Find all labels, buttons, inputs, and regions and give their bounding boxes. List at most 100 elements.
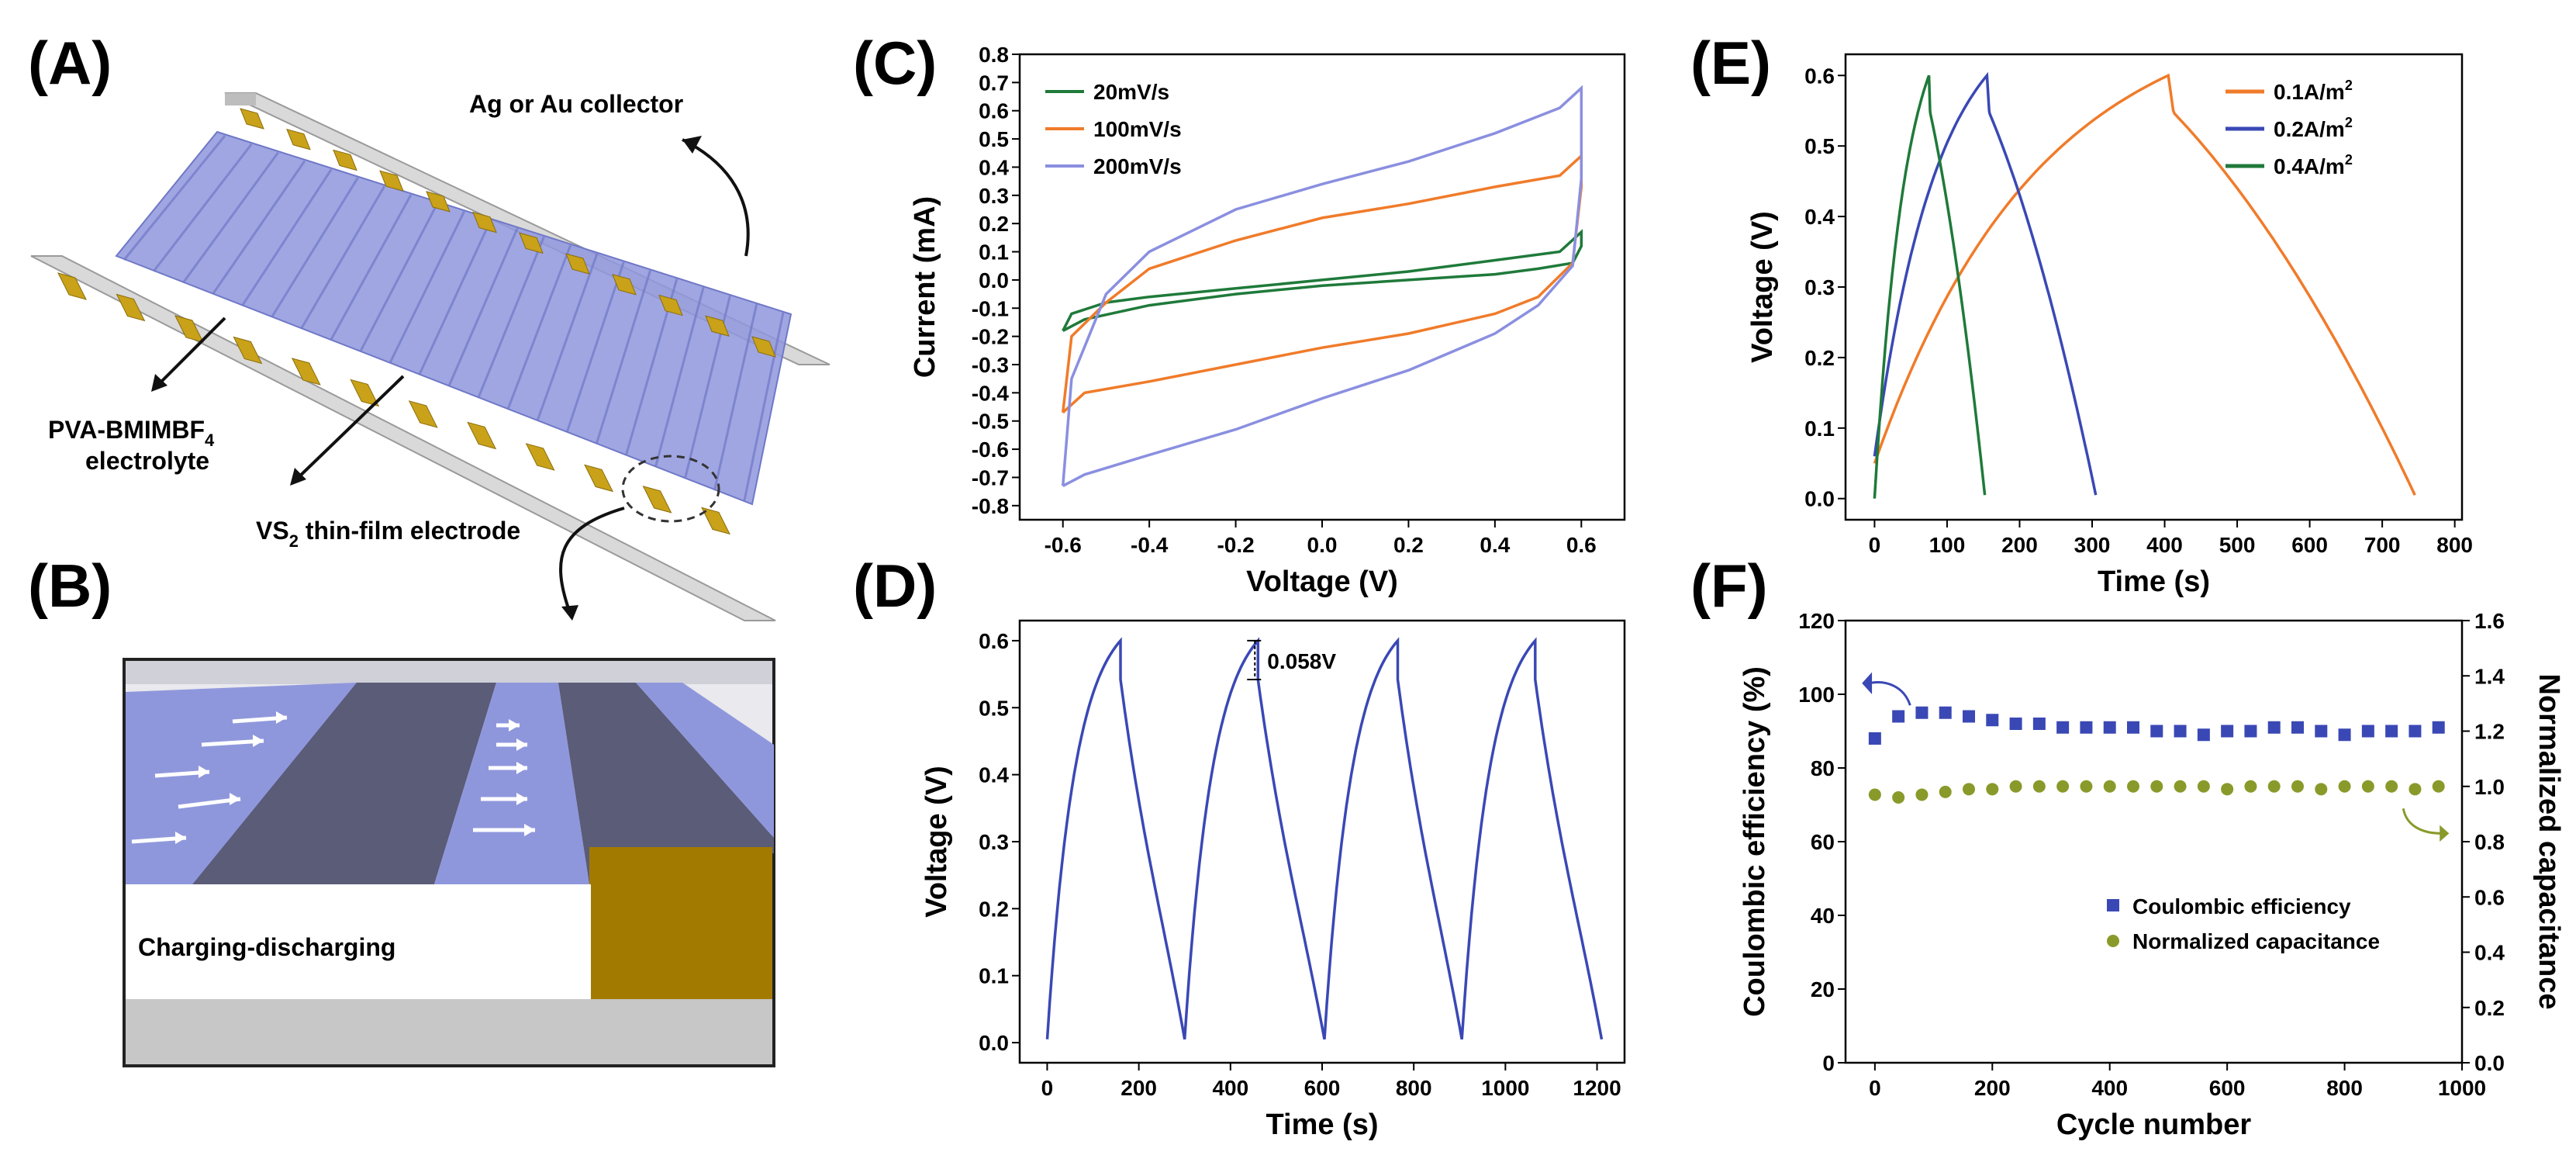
gold-contact-bottom xyxy=(57,272,87,300)
y-tick-label: 0.5 xyxy=(979,127,1009,151)
ion-arrowhead xyxy=(509,719,520,732)
gold-contact-top xyxy=(612,274,637,296)
nc-marker xyxy=(2385,780,2398,793)
ion-arrowhead xyxy=(516,793,527,805)
x-tick-label: 1000 xyxy=(2438,1076,2486,1100)
y-tick-label: 100 xyxy=(1798,683,1835,707)
film-strip-line xyxy=(388,211,465,364)
ce-marker xyxy=(2409,725,2422,738)
collector-arrowhead xyxy=(682,136,702,154)
nc-marker xyxy=(2291,780,2304,793)
x-tick-label: 0.2 xyxy=(1393,533,1424,557)
inset-dark-strip-1 xyxy=(186,683,496,892)
nc-marker xyxy=(2009,780,2022,793)
gold-contact-top xyxy=(379,170,404,192)
y-tick-label: 20 xyxy=(1811,977,1835,1001)
nc-marker xyxy=(2174,780,2187,793)
film-strip-line xyxy=(359,202,439,352)
legend-label: Normalized capacitance xyxy=(2132,929,2380,953)
film-strip-line xyxy=(654,287,705,467)
x-tick-label: 100 xyxy=(1929,533,1966,557)
nc-marker xyxy=(2150,780,2163,793)
ce-marker xyxy=(1915,706,1929,719)
ce-marker xyxy=(1892,710,1905,723)
x-tick-label: 0 xyxy=(1041,1076,1054,1100)
electrode-label-pre: VS xyxy=(256,517,289,545)
nc-marker xyxy=(1986,783,1999,796)
chart-cv: -0.6 -0.4 -0.2 0.0 0.2 0.4 0.6 0.8 0.7 0.6 0.5 0.4 0… xyxy=(909,43,1626,598)
x-tick-label: 0.0 xyxy=(1307,533,1338,557)
x-tick-label: 300 xyxy=(2074,533,2111,557)
gold-contact-bottom xyxy=(701,507,730,535)
y-tick-label: -0.5 xyxy=(972,410,1009,434)
ce-marker xyxy=(2150,725,2163,738)
film-strip-line xyxy=(596,270,652,444)
x-tick-label: 1000 xyxy=(1481,1076,1529,1100)
film-strip-line xyxy=(241,168,333,306)
legend-label: 20mV/s xyxy=(1093,80,1169,104)
y2-tick-label: 0.2 xyxy=(2474,996,2505,1020)
film-strip-line xyxy=(271,177,359,318)
film-strip-line xyxy=(300,185,386,330)
ion-arrowhead xyxy=(516,738,527,751)
nc-marker xyxy=(2267,780,2281,793)
gold-contact-bottom xyxy=(642,486,672,514)
ce-marker xyxy=(2103,721,2116,734)
plot-frame xyxy=(1018,619,1626,1064)
y-tick-label: -0.1 xyxy=(972,296,1009,320)
film-strip-line xyxy=(477,236,545,398)
y2-tick-label: 0.0 xyxy=(2474,1051,2505,1075)
y-tick-label: -0.6 xyxy=(972,438,1009,462)
chart-gcd-rates: 0 100 200 300 400 500 600 700 800 0.6 0.5 0.4 0.3 0.2… xyxy=(1746,53,2473,598)
inset-floor xyxy=(126,999,772,1064)
nc-marker xyxy=(2032,780,2046,793)
plot-frame xyxy=(1844,619,2464,1064)
ce-marker xyxy=(1986,714,1999,727)
collector-arrow xyxy=(682,138,750,257)
y-tick-label: -0.2 xyxy=(972,325,1009,349)
electrolyte-arrow xyxy=(154,316,226,389)
film-strip-line xyxy=(447,227,519,386)
y-tick-label: 60 xyxy=(1811,830,1835,854)
y-tick-label: 0.6 xyxy=(979,629,1009,653)
inset-sky xyxy=(126,661,772,684)
electrode-label-sub: 2 xyxy=(289,531,299,551)
y-tick-label: 80 xyxy=(1811,756,1835,780)
inset-blue-mid xyxy=(434,683,589,884)
y2-tick-label: 0.6 xyxy=(2474,885,2505,909)
ce-marker xyxy=(2127,721,2139,734)
y-tick-label: 0.2 xyxy=(979,212,1009,236)
legend-label: 0.2A/m2 xyxy=(2274,115,2353,141)
film-strip-line xyxy=(123,135,226,261)
gold-contact-top xyxy=(519,232,544,254)
y-tick-label: 0.0 xyxy=(1804,487,1835,511)
gold-contact-bottom xyxy=(174,315,204,343)
legend-label-sup: 2 xyxy=(2345,152,2353,168)
plot-frame xyxy=(1844,53,2464,521)
y-tick-label: 0.3 xyxy=(979,830,1009,854)
electrode-arrowhead xyxy=(290,468,306,486)
legend-label: 0.1A/m2 xyxy=(2274,78,2353,104)
electrolyte-label-line2: electrolyte xyxy=(85,447,209,475)
y-tick-label: 40 xyxy=(1811,904,1835,928)
ce-marker xyxy=(2338,728,2351,742)
nc-marker xyxy=(2338,780,2351,793)
y-tick-label: 0.0 xyxy=(979,1031,1009,1055)
ce-marker xyxy=(2385,725,2398,738)
nc-marker xyxy=(2103,780,2116,793)
device-schematic: Ag or Au collector PVA-BMIMBF4 electroly… xyxy=(30,90,830,621)
inset-caption: Charging-discharging xyxy=(138,933,395,961)
y2-tick-label: 1.4 xyxy=(2474,664,2505,688)
ir-drop-label: 0.058V xyxy=(1267,649,1336,673)
y-tick-label: -0.7 xyxy=(972,465,1009,489)
gcd-rate-line xyxy=(1873,71,2098,496)
ion-arrowhead xyxy=(230,793,240,805)
ion-arrows xyxy=(131,711,535,844)
x-tick-label: 800 xyxy=(1396,1076,1432,1100)
ce-marker xyxy=(1963,710,1975,723)
y-tick-label: 0.6 xyxy=(1804,64,1835,88)
collector-top-face xyxy=(225,93,256,105)
ce-marker xyxy=(2032,718,2046,730)
film-strip-line xyxy=(418,219,492,375)
